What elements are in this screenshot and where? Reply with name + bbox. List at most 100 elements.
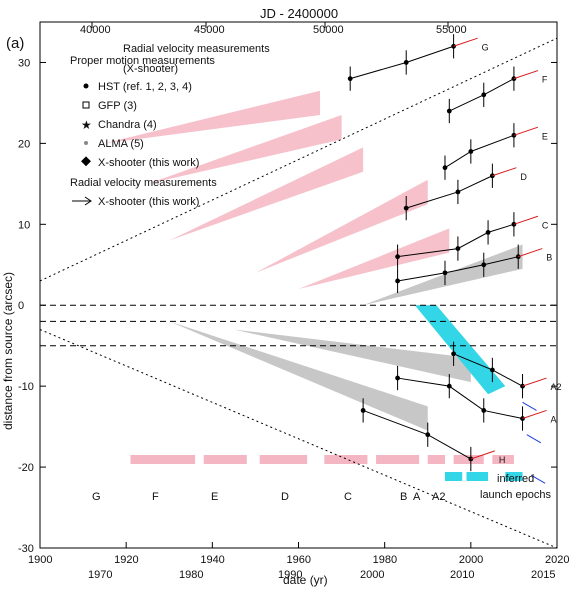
data-point: [455, 189, 461, 195]
data-points: [347, 34, 547, 484]
knot-label: C: [542, 220, 549, 230]
knot-label: A: [551, 415, 557, 425]
x-tick-label-overlay: 1970: [88, 569, 112, 581]
velocity-arrow: [522, 377, 547, 387]
velocity-arrow: [518, 248, 543, 258]
y-tick-label: -30: [18, 543, 34, 555]
legend-rv-title: Radial velocity measurements: [70, 177, 217, 189]
diagonal-line: [39, 329, 558, 549]
epoch-label: E: [211, 491, 218, 503]
knot-label: H: [499, 455, 506, 465]
series-line: [444, 134, 515, 169]
data-point: [468, 149, 474, 154]
legend-item-hst: HST (ref. 1, 2, 3, 4): [98, 81, 192, 93]
y-tick-label: 10: [18, 219, 30, 231]
legend-symbol-diamond: [81, 156, 91, 167]
legend-pm-title: Proper motion measurements: [70, 55, 215, 67]
epoch-box: [492, 455, 514, 464]
x-tick-label: 2020: [545, 554, 569, 566]
band-wedge: [298, 228, 450, 290]
velocity-arrow: [513, 215, 539, 225]
data-point: [511, 221, 517, 227]
knot-label: A2: [551, 382, 562, 392]
x-tick-label-overlay: 2010: [450, 569, 474, 581]
knot-label: E: [542, 131, 548, 141]
velocity-arrow: [526, 434, 542, 444]
band-wedge: [363, 244, 523, 306]
data-point: [442, 270, 448, 276]
data-point: [481, 262, 487, 268]
velocity-arrow: [470, 450, 495, 460]
data-point: [481, 92, 487, 98]
band-wedge: [255, 179, 428, 273]
inferred-label: inferred: [497, 473, 534, 485]
legend-symbol-circle: [83, 83, 89, 89]
velocity-arrow: [492, 167, 517, 177]
legend-symbol-square: [82, 101, 90, 109]
data-point: [395, 375, 400, 381]
data-point: [455, 246, 461, 251]
data-point: [489, 367, 495, 373]
legend-symbol-star: ★: [81, 118, 92, 132]
epoch-label: F: [152, 491, 159, 503]
data-point: [481, 408, 487, 413]
y-tick-label: 0: [18, 300, 24, 312]
legend-item-xshooter: X-shooter (this work): [98, 157, 199, 169]
x-tick-label-overlay: 2015: [531, 569, 555, 581]
x-tick-label-overlay: 2000: [360, 569, 384, 581]
data-point: [511, 132, 517, 138]
legend-symbol-dot: [84, 141, 88, 145]
epoch-box: [427, 455, 445, 464]
top-tick-label: 45000: [194, 24, 225, 36]
velocity-arrow: [513, 126, 539, 136]
legend-arrow-head: [84, 196, 92, 206]
epoch-label: C: [344, 491, 352, 503]
epoch-label: A2: [432, 491, 445, 503]
band-wedge: [169, 147, 364, 241]
epoch-box: [203, 455, 247, 464]
x-tick-label: 2000: [459, 554, 483, 566]
y-axis-label: distance from source (arcsec): [1, 272, 15, 430]
x-tick-label-overlay: 1980: [179, 569, 203, 581]
data-point: [425, 432, 431, 438]
top-tick-label: 50000: [313, 24, 344, 36]
y-tick-label: -20: [18, 462, 34, 474]
epoch-box: [259, 455, 308, 464]
axes: 40000 45000 50000 55000 1900 1920 1940 1960 1980…: [18, 22, 569, 581]
band-wedge: [233, 329, 471, 383]
top-tick-label: 55000: [436, 24, 467, 36]
knot-label: D: [520, 172, 527, 182]
y-tick-label: 30: [18, 57, 30, 69]
series-line: [350, 45, 454, 80]
top-axis-label: JD - 2400000: [260, 6, 338, 21]
data-point: [403, 205, 409, 211]
band-wedge: [147, 115, 342, 184]
legend-title: Radial velocity measurements: [123, 43, 270, 55]
velocity-arrow: [530, 474, 546, 484]
velocity-arrow: [453, 37, 478, 47]
velocity-arrow: [522, 401, 537, 411]
shaded-bands: [104, 90, 523, 481]
knot-label: B: [546, 253, 552, 263]
inferred-box: [444, 472, 463, 481]
x-tick-label: 1940: [200, 554, 224, 566]
knot-label: F: [542, 75, 548, 85]
data-point: [446, 383, 452, 389]
series-line: [397, 256, 519, 282]
data-point: [360, 408, 366, 413]
legend-rv-item: X-shooter (this work): [98, 196, 199, 208]
legend-item-chandra: Chandra (4): [98, 119, 157, 131]
x-tick-label: 1920: [114, 554, 138, 566]
band-wedge: [104, 90, 321, 144]
data-point: [446, 108, 452, 114]
knot-label: G: [482, 42, 489, 52]
x-axis-label: date (yr): [283, 573, 328, 587]
epoch-box: [376, 455, 420, 464]
data-point: [442, 165, 448, 171]
data-point: [403, 60, 409, 65]
epoch-box: [324, 455, 368, 464]
band-wedge: [414, 305, 506, 395]
data-point: [451, 351, 456, 357]
